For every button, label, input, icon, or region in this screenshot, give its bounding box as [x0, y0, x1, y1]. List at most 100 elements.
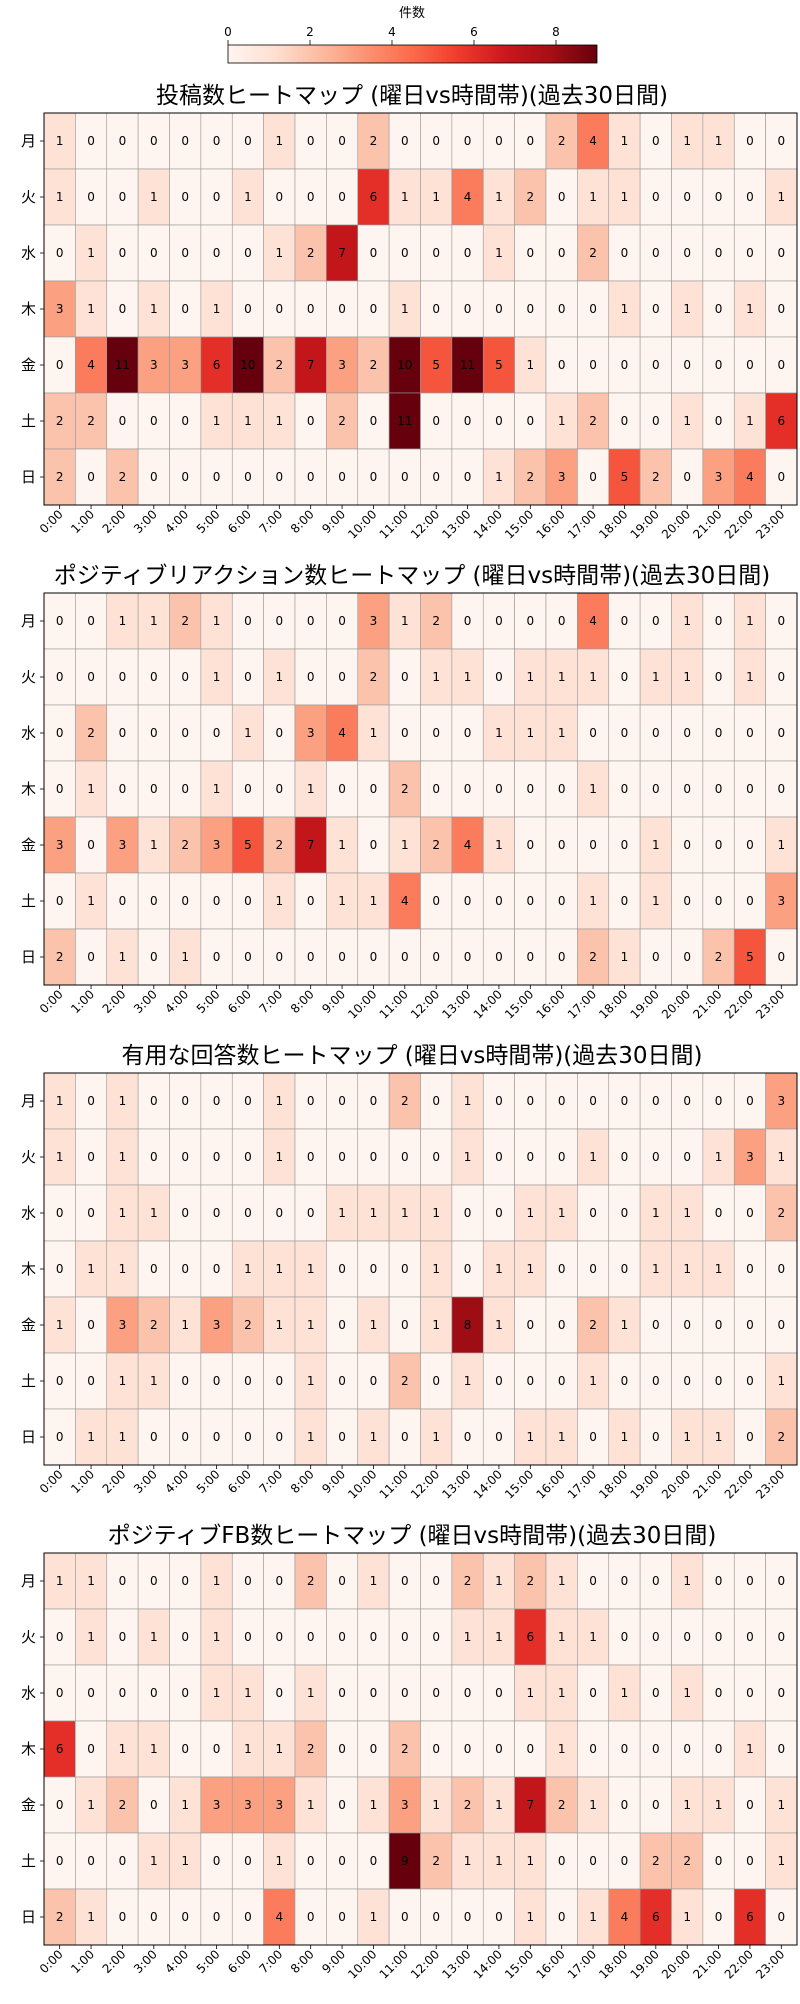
- heatmap-cell: [702, 1888, 735, 1946]
- heatmap-cell: [137, 336, 170, 394]
- heatmap-cell: [294, 1776, 327, 1834]
- heatmap-cell: [514, 1352, 547, 1410]
- heatmap-cell: [169, 448, 202, 506]
- heatmap-cell: [671, 592, 704, 650]
- heatmap-cell: [577, 1128, 610, 1186]
- row-label: 火: [21, 668, 36, 686]
- heatmap-cell: [357, 1832, 390, 1890]
- heatmap-cell: [545, 928, 578, 986]
- heatmap-cell: [545, 280, 578, 338]
- cell-value-label: 0: [715, 1910, 723, 1924]
- cell-value-label: 0: [401, 1150, 409, 1164]
- cell-value-label: 0: [715, 1206, 723, 1220]
- cell-value-label: 1: [87, 1798, 95, 1812]
- column-label: 12:00: [408, 1467, 442, 1501]
- cell-value-label: 0: [558, 894, 566, 908]
- heatmap-cells-positive-fb: 1 1 0 0 0 1 0 0 2 0 1 0 0 2 1 2 1 0 0 0 1 0 0 0 0 1 0 1 0 1 0 0 0 0 0 0 0 1 1 6…: [43, 1552, 798, 1946]
- heatmap-cell: [608, 704, 641, 762]
- cell-value-label: 1: [589, 1630, 597, 1644]
- cell-value-label: 1: [338, 1206, 346, 1220]
- cell-value-label: 0: [181, 134, 189, 148]
- cell-value-label: 1: [683, 670, 691, 684]
- heatmap-cell: [231, 1888, 264, 1946]
- heatmap-cell: [169, 704, 202, 762]
- heatmap-cell: [608, 872, 641, 930]
- cell-value-label: 0: [338, 1374, 346, 1388]
- cell-value-label: 1: [526, 1686, 534, 1700]
- heatmap-cell: [577, 392, 610, 450]
- cell-value-label: 0: [150, 246, 158, 260]
- cell-value-label: 0: [56, 1686, 64, 1700]
- heatmap-cell: [357, 1128, 390, 1186]
- cell-value-label: 0: [181, 1430, 189, 1444]
- cell-value-label: 0: [621, 838, 629, 852]
- cell-value-label: 1: [56, 190, 64, 204]
- cell-value-label: 1: [495, 1854, 503, 1868]
- column-label: 2:00: [100, 1467, 129, 1496]
- cell-value-label: 0: [56, 670, 64, 684]
- cell-value-label: 0: [558, 1262, 566, 1276]
- column-label: 5:00: [194, 1947, 223, 1976]
- cell-value-label: 1: [683, 614, 691, 628]
- heatmap-cell: [451, 872, 484, 930]
- heatmap-cell: [231, 1832, 264, 1890]
- heatmap-cell: [106, 1720, 139, 1778]
- cell-value-label: 1: [621, 1318, 629, 1332]
- cell-value-label: 1: [87, 302, 95, 316]
- cell-value-label: 6: [370, 190, 378, 204]
- cell-value-label: 2: [119, 470, 127, 484]
- heatmap-cell: [577, 1240, 610, 1298]
- cell-value-label: 1: [495, 1798, 503, 1812]
- cell-value-label: 0: [621, 614, 629, 628]
- heatmap-cell: [482, 1408, 515, 1466]
- heatmap-cell: [482, 448, 515, 506]
- cell-value-label: 2: [181, 614, 189, 628]
- row-label: 金: [21, 1796, 36, 1814]
- heatmap-cell: [388, 1240, 421, 1298]
- cell-value-label: 0: [307, 302, 315, 316]
- cell-value-label: 0: [746, 190, 754, 204]
- heatmap-cell: [43, 872, 76, 930]
- cell-value-label: 1: [526, 1854, 534, 1868]
- cell-value-label: 0: [558, 1374, 566, 1388]
- heatmap-cell: [671, 224, 704, 282]
- heatmap-cell: [702, 1552, 735, 1610]
- cell-value-label: 0: [370, 1262, 378, 1276]
- cell-value-label: 0: [181, 1910, 189, 1924]
- heatmap-cell: [294, 816, 327, 874]
- column-label: 7:00: [256, 507, 285, 536]
- cell-value-label: 1: [526, 1262, 534, 1276]
- heatmap-cell: [514, 1128, 547, 1186]
- heatmap-cell: [671, 928, 704, 986]
- cell-value-label: 0: [652, 1094, 660, 1108]
- cell-value-label: 0: [589, 302, 597, 316]
- chart-title-positive-fb: ポジティブFB数ヒートマップ (曜日vs時間帯)(過去30日間): [108, 1523, 717, 1549]
- column-label: 17:00: [565, 987, 599, 1021]
- cell-value-label: 2: [432, 1854, 440, 1868]
- cell-value-label: 1: [526, 726, 534, 740]
- cell-value-label: 1: [181, 1854, 189, 1868]
- cell-value-label: 0: [777, 1574, 785, 1588]
- cell-value-label: 0: [715, 414, 723, 428]
- cell-value-label: 0: [87, 1318, 95, 1332]
- heatmap-cell: [577, 928, 610, 986]
- cell-value-label: 1: [495, 1262, 503, 1276]
- heatmap-cell: [639, 1608, 672, 1666]
- heatmap-cell: [43, 760, 76, 818]
- heatmap-cell: [639, 816, 672, 874]
- cell-value-label: 6: [213, 358, 221, 372]
- column-label: 13:00: [439, 987, 473, 1021]
- heatmap-cell: [388, 704, 421, 762]
- heatmap-cell: [577, 1408, 610, 1466]
- heatmap-cell: [451, 592, 484, 650]
- heatmap-cell: [137, 872, 170, 930]
- cell-value-label: 0: [307, 1854, 315, 1868]
- cell-value-label: 1: [338, 894, 346, 908]
- cell-value-label: 0: [181, 670, 189, 684]
- heatmap-cell: [169, 1552, 202, 1610]
- cell-value-label: 1: [746, 302, 754, 316]
- cell-value-label: 0: [526, 134, 534, 148]
- heatmap-cell: [106, 168, 139, 226]
- heatmap-cell: [608, 1352, 641, 1410]
- heatmap-cell: [294, 704, 327, 762]
